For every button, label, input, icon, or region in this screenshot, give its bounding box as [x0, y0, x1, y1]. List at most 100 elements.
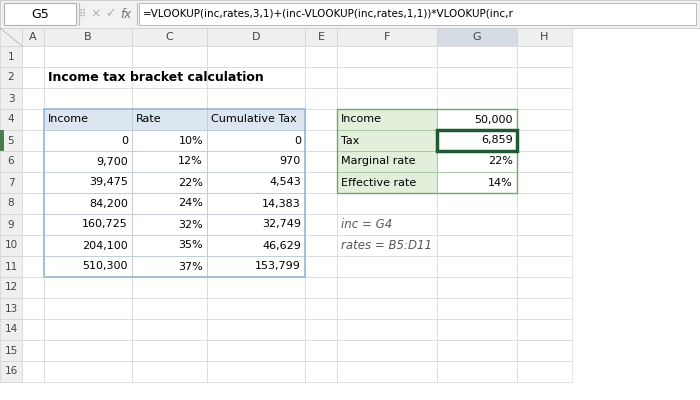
Bar — [44, 193, 132, 214]
Bar — [44, 193, 132, 214]
Text: fx: fx — [120, 8, 132, 20]
Text: 6: 6 — [8, 156, 14, 166]
Bar — [207, 277, 305, 298]
Bar — [305, 172, 337, 193]
Text: =VLOOKUP(inc,rates,3,1)+(inc-VLOOKUP(inc,rates,1,1))*VLOOKUP(inc,r: =VLOOKUP(inc,rates,3,1)+(inc-VLOOKUP(inc… — [143, 9, 514, 19]
Bar — [437, 109, 517, 130]
Text: F: F — [384, 32, 390, 42]
Bar — [207, 193, 305, 214]
Bar — [305, 214, 337, 235]
Bar — [337, 151, 437, 172]
Bar — [305, 88, 337, 109]
Text: 4,543: 4,543 — [270, 178, 301, 188]
Bar — [337, 319, 437, 340]
Bar — [437, 319, 517, 340]
Bar — [139, 3, 696, 25]
Bar — [207, 151, 305, 172]
Text: 0: 0 — [294, 136, 301, 146]
Bar — [22, 277, 44, 298]
Bar — [44, 319, 132, 340]
Bar — [22, 151, 44, 172]
Bar — [0, 28, 22, 46]
Bar — [517, 172, 572, 193]
Bar — [132, 277, 207, 298]
Bar — [337, 361, 437, 382]
Bar — [305, 340, 337, 361]
Bar — [437, 130, 517, 151]
Bar — [44, 46, 132, 67]
Bar — [517, 340, 572, 361]
Text: 204,100: 204,100 — [83, 240, 128, 250]
Text: rates = B5:D11: rates = B5:D11 — [341, 239, 432, 252]
Bar — [207, 172, 305, 193]
Bar — [0, 67, 22, 88]
Bar — [337, 28, 437, 46]
Bar — [517, 319, 572, 340]
Bar — [132, 151, 207, 172]
Bar — [0, 277, 22, 298]
Text: E: E — [318, 32, 325, 42]
Text: 22%: 22% — [178, 178, 203, 188]
Bar — [337, 235, 437, 256]
Bar — [0, 0, 700, 28]
Text: C: C — [166, 32, 174, 42]
Text: 12%: 12% — [178, 156, 203, 166]
Text: 2: 2 — [8, 72, 14, 82]
Bar — [305, 193, 337, 214]
Bar — [44, 277, 132, 298]
Bar — [437, 88, 517, 109]
Bar — [337, 172, 437, 193]
Bar — [437, 172, 517, 193]
Bar — [0, 172, 22, 193]
Bar — [337, 256, 437, 277]
Bar — [337, 151, 437, 172]
Bar — [132, 28, 207, 46]
Bar — [4, 3, 76, 25]
Text: 15: 15 — [4, 346, 18, 356]
Bar — [305, 151, 337, 172]
Text: Income tax bracket calculation: Income tax bracket calculation — [48, 71, 264, 84]
Bar — [517, 214, 572, 235]
Text: 6,859: 6,859 — [482, 136, 513, 146]
Bar — [132, 88, 207, 109]
Bar — [22, 256, 44, 277]
Text: 5: 5 — [8, 136, 14, 146]
Bar — [132, 298, 207, 319]
Text: Marginal rate: Marginal rate — [341, 156, 416, 166]
Bar — [0, 46, 22, 67]
Bar — [305, 67, 337, 88]
Bar — [437, 277, 517, 298]
Bar — [132, 130, 207, 151]
Bar — [132, 130, 207, 151]
Bar — [0, 151, 22, 172]
Bar — [132, 235, 207, 256]
Bar — [44, 109, 305, 277]
Text: 153,799: 153,799 — [255, 262, 301, 272]
Bar — [437, 298, 517, 319]
Text: Income: Income — [48, 114, 89, 124]
Bar — [44, 298, 132, 319]
Bar — [437, 109, 517, 130]
Bar — [305, 130, 337, 151]
Text: Rate: Rate — [136, 114, 162, 124]
Text: 32,749: 32,749 — [262, 220, 301, 230]
Bar — [437, 256, 517, 277]
Bar — [132, 319, 207, 340]
Bar — [437, 151, 517, 172]
Bar — [0, 235, 22, 256]
Text: H: H — [540, 32, 549, 42]
Text: 970: 970 — [280, 156, 301, 166]
Bar — [22, 319, 44, 340]
Text: 0: 0 — [121, 136, 128, 146]
Bar — [22, 28, 44, 46]
Bar — [0, 88, 22, 109]
Bar — [437, 151, 517, 172]
Bar — [132, 193, 207, 214]
Bar — [207, 361, 305, 382]
Bar — [517, 88, 572, 109]
Bar — [44, 151, 132, 172]
Bar — [437, 172, 517, 193]
Bar — [207, 256, 305, 277]
Bar — [207, 109, 305, 130]
Bar — [0, 109, 22, 130]
